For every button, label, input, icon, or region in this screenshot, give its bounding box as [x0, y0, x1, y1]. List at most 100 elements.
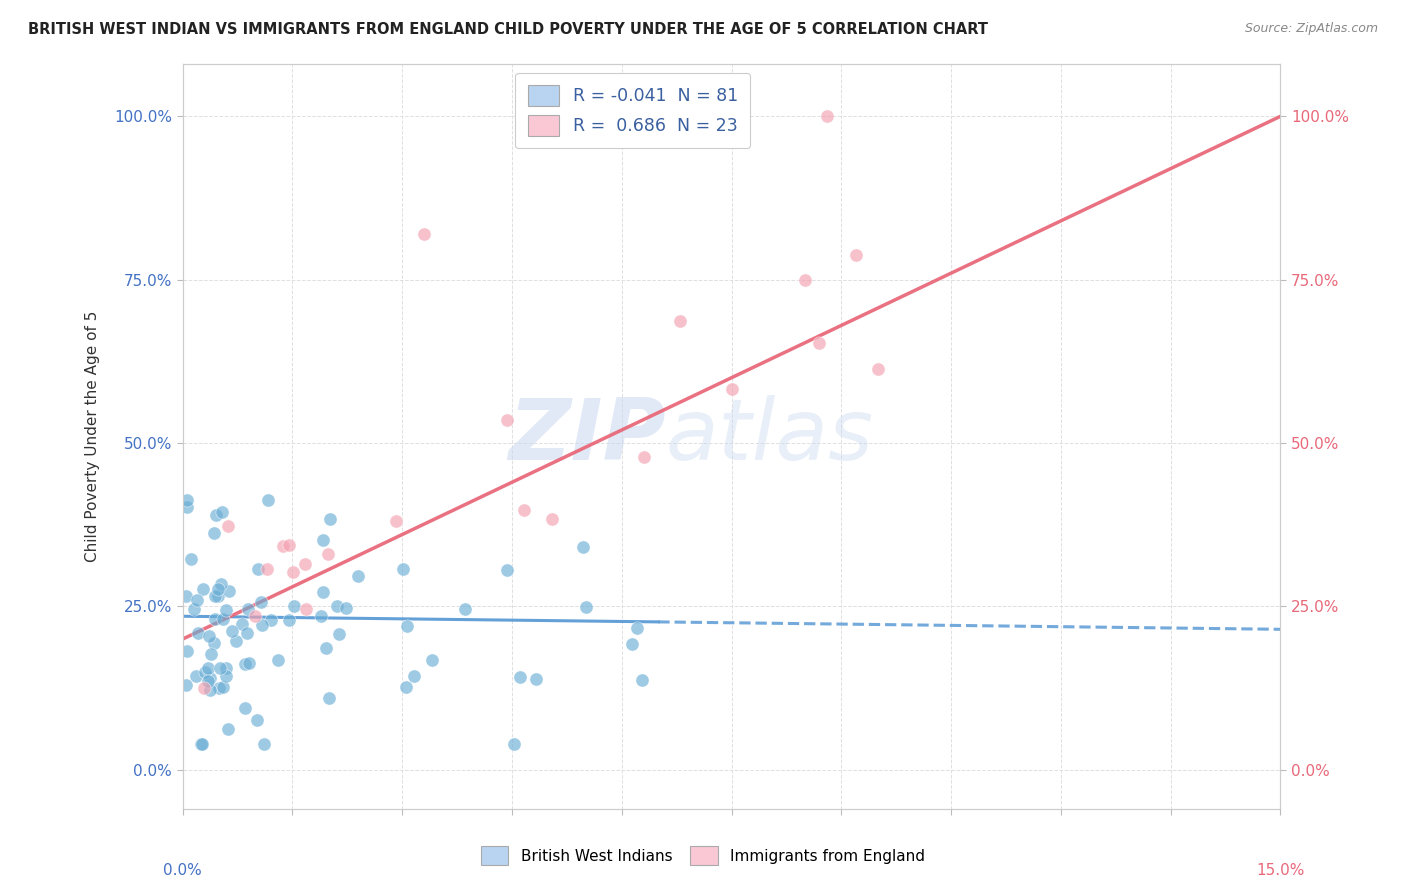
Point [326, 599, 349, 613]
Point [575, 600, 598, 615]
Point [318, 511, 340, 525]
Point [215, 602, 238, 616]
Point [184, 669, 207, 683]
Point [626, 621, 648, 635]
Point [250, 618, 273, 632]
Point [212, 680, 235, 694]
Point [253, 737, 276, 751]
Point [205, 508, 228, 522]
Point [215, 669, 238, 683]
Point [193, 681, 215, 695]
Point [621, 637, 644, 651]
Point [174, 589, 197, 603]
Point [312, 533, 335, 548]
Point [502, 737, 524, 751]
Text: 15.0%: 15.0% [1256, 863, 1305, 878]
Point [238, 657, 260, 671]
Point [215, 661, 238, 675]
Point [212, 612, 235, 626]
Point [524, 673, 547, 687]
Point [217, 518, 239, 533]
Point [669, 313, 692, 327]
Point [845, 248, 868, 262]
Point [221, 624, 243, 639]
Legend: British West Indians, Immigrants from England: British West Indians, Immigrants from En… [475, 840, 931, 871]
Point [183, 601, 205, 615]
Point [176, 492, 198, 507]
Point [198, 672, 221, 686]
Point [392, 562, 415, 576]
Point [294, 601, 316, 615]
Point [197, 661, 219, 675]
Point [271, 539, 294, 553]
Point [231, 617, 253, 632]
Point [420, 653, 443, 667]
Point [277, 538, 299, 552]
Y-axis label: Child Poverty Under the Age of 5: Child Poverty Under the Age of 5 [86, 310, 100, 562]
Point [200, 647, 222, 661]
Point [413, 227, 436, 241]
Point [328, 626, 350, 640]
Point [236, 602, 259, 616]
Point [202, 525, 225, 540]
Point [396, 618, 419, 632]
Text: atlas: atlas [665, 395, 873, 478]
Point [496, 413, 519, 427]
Point [257, 493, 280, 508]
Point [176, 500, 198, 515]
Point [190, 737, 212, 751]
Point [236, 625, 259, 640]
Point [207, 582, 229, 596]
Point [194, 665, 217, 680]
Point [541, 512, 564, 526]
Point [793, 273, 815, 287]
Point [572, 541, 595, 555]
Point [312, 585, 335, 599]
Point [246, 714, 269, 728]
Point [315, 640, 337, 655]
Text: BRITISH WEST INDIAN VS IMMIGRANTS FROM ENGLAND CHILD POVERTY UNDER THE AGE OF 5 : BRITISH WEST INDIAN VS IMMIGRANTS FROM E… [28, 22, 988, 37]
Point [316, 547, 339, 561]
Point [225, 634, 247, 648]
Point [204, 589, 226, 603]
Point [402, 669, 425, 683]
Point [250, 595, 273, 609]
Point [202, 636, 225, 650]
Point [866, 362, 889, 376]
Point [187, 625, 209, 640]
Point [347, 569, 370, 583]
Point [174, 678, 197, 692]
Point [633, 450, 655, 464]
Legend: R = -0.041  N = 81, R =  0.686  N = 23: R = -0.041 N = 81, R = 0.686 N = 23 [516, 73, 749, 148]
Point [186, 592, 208, 607]
Text: Source: ZipAtlas.com: Source: ZipAtlas.com [1244, 22, 1378, 36]
Point [335, 601, 357, 615]
Point [209, 577, 232, 591]
Point [815, 109, 838, 123]
Point [176, 644, 198, 658]
Point [318, 690, 340, 705]
Point [204, 612, 226, 626]
Point [243, 608, 266, 623]
Text: ZIP: ZIP [508, 395, 665, 478]
Point [720, 382, 742, 396]
Point [294, 557, 316, 571]
Point [395, 680, 418, 694]
Point [513, 502, 536, 516]
Point [246, 562, 269, 576]
Point [191, 582, 214, 597]
Point [198, 628, 221, 642]
Point [283, 599, 305, 614]
Point [211, 505, 233, 519]
Point [198, 682, 221, 697]
Point [283, 566, 305, 580]
Point [180, 551, 202, 566]
Point [190, 737, 212, 751]
Point [218, 584, 240, 599]
Point [453, 602, 475, 616]
Point [808, 335, 831, 350]
Point [197, 673, 219, 688]
Point [207, 681, 229, 695]
Point [233, 701, 256, 715]
Point [217, 722, 239, 736]
